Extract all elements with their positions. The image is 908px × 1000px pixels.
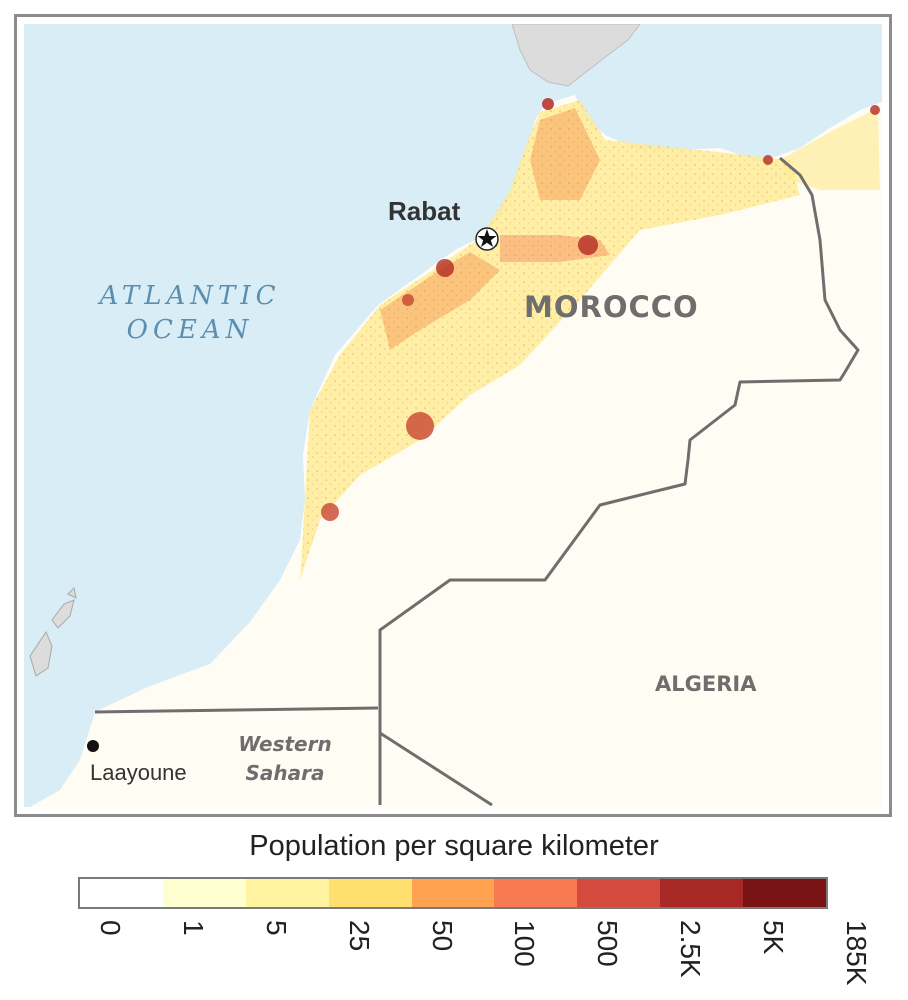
legend-swatch xyxy=(245,879,329,907)
hotspot xyxy=(542,98,554,110)
star-icon xyxy=(477,229,497,247)
legend-swatch xyxy=(660,879,744,907)
region-label: Western Sahara xyxy=(220,730,350,788)
w-sahara-border xyxy=(94,706,379,714)
city-marker xyxy=(87,740,99,752)
legend-tick-label: 2.5K xyxy=(675,920,707,978)
legend-tick-label: 1 xyxy=(177,920,209,936)
speckle-overlay xyxy=(300,100,800,580)
legend-color-bar xyxy=(78,877,828,909)
legend-tick-label: 25 xyxy=(343,920,375,952)
hotspot xyxy=(578,235,598,255)
mainland xyxy=(30,95,882,807)
legend-swatch xyxy=(411,879,495,907)
neighbor-country-label: ALGERIA xyxy=(655,672,757,696)
legend-title: Population per square kilometer xyxy=(249,830,659,862)
algeria-mauritania-border xyxy=(379,731,493,807)
population-density-map xyxy=(24,24,882,807)
island xyxy=(67,586,77,599)
hotspot xyxy=(406,412,434,440)
ocean-label-line1: ATLANTIC xyxy=(99,281,281,311)
ocean-label: ATLANTIC OCEAN xyxy=(92,279,288,347)
density-moderate-east xyxy=(780,108,880,190)
legend-tick-label: 500 xyxy=(592,920,624,967)
ocean-label-line2: OCEAN xyxy=(126,315,254,345)
hotspot xyxy=(870,105,880,115)
region-label-line1: Western xyxy=(238,732,332,756)
legend-swatch xyxy=(577,879,661,907)
hotspot xyxy=(436,259,454,277)
legend-tick-label: 100 xyxy=(509,920,541,967)
region-label-line2: Sahara xyxy=(245,761,325,785)
legend-swatch xyxy=(162,879,246,907)
legend-swatch xyxy=(80,879,163,907)
capital-label: Rabat xyxy=(388,196,461,226)
spain-land xyxy=(511,24,641,87)
legend-swatch xyxy=(743,879,827,907)
island xyxy=(29,630,53,677)
legend-swatch xyxy=(328,879,412,907)
hotspot xyxy=(321,503,339,521)
island xyxy=(51,599,75,629)
legend-tick-label: 5 xyxy=(260,920,292,936)
morocco-algeria-border xyxy=(378,156,860,805)
legend-tick-label: 50 xyxy=(426,920,458,952)
legend-tick-label: 185K xyxy=(841,920,872,986)
legend-tick-label: 5K xyxy=(758,920,790,955)
hotspot xyxy=(763,155,773,165)
country-label: MOROCCO xyxy=(524,290,699,324)
city-label: Laayoune xyxy=(90,760,187,785)
legend-tick-label: 0 xyxy=(95,920,126,936)
legend-swatch xyxy=(494,879,578,907)
hotspot xyxy=(402,294,414,306)
